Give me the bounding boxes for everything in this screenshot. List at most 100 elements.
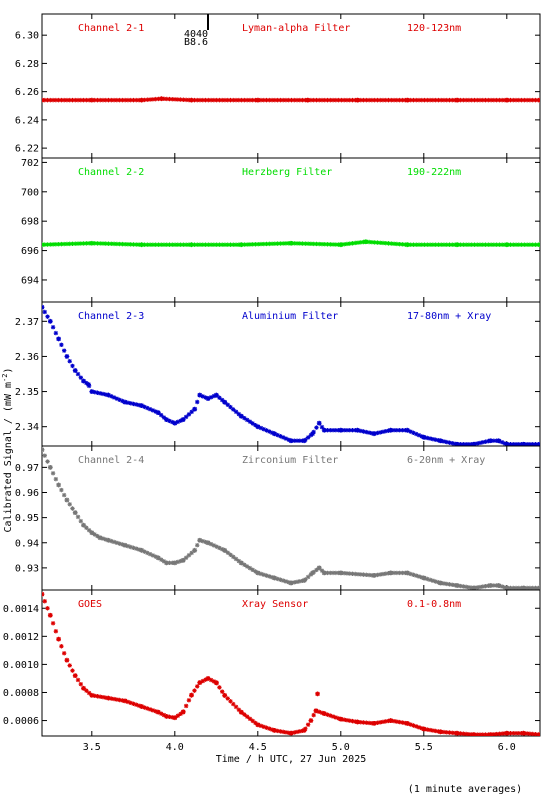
data-point (164, 560, 169, 566)
data-point (155, 709, 161, 715)
data-point (504, 441, 510, 446)
data-point (81, 522, 86, 528)
data-point (139, 242, 144, 248)
x-tick-label: 4.5 (249, 742, 267, 753)
data-point (471, 732, 476, 736)
data-point (496, 438, 501, 444)
data-point (321, 570, 327, 576)
x-tick-label: 5.5 (415, 742, 433, 753)
filter-label: Herzberg Filter (242, 167, 332, 178)
data-point (213, 392, 219, 398)
data-point (42, 591, 45, 597)
x-axis-label: Time / h UTC, 27 Jun 2025 (216, 754, 367, 765)
panel-channel-2-3: 2.34 2.35 2.36 2.37 Channel 2-3 Aluminium Fil… (15, 301, 541, 447)
channel-label: GOES (78, 599, 102, 610)
data-point (172, 560, 178, 566)
data-point (255, 424, 261, 430)
data-point (189, 242, 194, 248)
data-point (86, 382, 91, 387)
data-point (301, 438, 307, 444)
data-point (421, 726, 427, 732)
data-point (139, 547, 144, 553)
filter-label: Zirconium Filter (242, 455, 338, 466)
y-tick-label: 0.0014 (3, 604, 39, 615)
data-point (321, 711, 327, 716)
data-point (404, 427, 410, 433)
data-point (355, 427, 360, 433)
data-point (521, 441, 526, 446)
data-point (404, 720, 410, 726)
data-point (404, 97, 410, 103)
panel-frame (41, 445, 541, 591)
data-point (222, 547, 227, 553)
data-markers (42, 447, 540, 590)
data-point (47, 612, 53, 618)
data-point (272, 431, 277, 437)
data-point (454, 441, 460, 446)
data-point (222, 692, 227, 698)
y-axis-label-sup: -2 (1, 374, 9, 382)
data-markers (42, 305, 540, 446)
data-point (213, 680, 219, 686)
filter-label: Lyman-alpha Filter (242, 23, 350, 34)
data-point (255, 570, 261, 576)
data-point (89, 530, 95, 536)
series-channel-2-3 (42, 304, 540, 446)
y-tick-label: 0.97 (15, 463, 39, 474)
data-point (197, 537, 203, 543)
band-label: 6-20nm + Xray (407, 455, 485, 466)
data-point (371, 720, 377, 726)
data-point (197, 680, 203, 686)
data-point (313, 708, 319, 714)
series-channel-2-1 (42, 96, 540, 103)
y-tick-label: 700 (21, 187, 39, 198)
data-point (504, 242, 510, 248)
data-point (180, 709, 186, 715)
x-tick-label: 3.5 (83, 742, 101, 753)
y-tick-label: 702 (21, 158, 39, 169)
data-point (521, 730, 526, 736)
data-point (438, 580, 443, 586)
data-point (255, 722, 261, 728)
data-point (288, 730, 294, 736)
data-point (205, 540, 211, 546)
data-markers (42, 592, 540, 736)
event-marker-label-2: B8.6 (184, 37, 208, 48)
filter-label: Aluminium Filter (242, 311, 338, 322)
channel-label: Channel 2-3 (78, 311, 144, 322)
y-axis-label: Calibrated Signal / (mW m-2) (1, 368, 14, 533)
y-tick-label: 0.95 (15, 513, 39, 524)
y-tick-label: 0.0008 (3, 688, 39, 699)
data-point (454, 730, 460, 736)
data-point (388, 718, 393, 723)
data-point (338, 570, 344, 576)
data-point (316, 420, 322, 426)
data-point (316, 565, 322, 571)
data-point (388, 427, 393, 433)
event-marker-label-1: 4040 (184, 29, 208, 40)
data-point (454, 583, 460, 588)
data-point (421, 434, 427, 440)
data-point (404, 570, 410, 576)
data-point (371, 573, 377, 578)
x-tick-label: 4.0 (166, 742, 184, 753)
panel-frame (41, 589, 541, 737)
data-point (72, 510, 78, 515)
data-point (64, 497, 70, 503)
filter-label: Xray Sensor (242, 599, 308, 610)
band-label: 120-123nm (407, 23, 461, 34)
data-point (504, 730, 510, 736)
y-tick-label: 696 (21, 246, 39, 257)
data-point (81, 685, 86, 691)
data-point (47, 318, 53, 324)
data-point (64, 657, 70, 663)
data-point (139, 704, 144, 709)
data-point (56, 636, 61, 642)
data-point (310, 431, 315, 437)
data-markers (42, 96, 540, 103)
data-point (139, 403, 144, 409)
data-point (238, 709, 244, 715)
data-point (471, 441, 476, 446)
data-point (454, 242, 460, 248)
data-point (305, 97, 310, 103)
